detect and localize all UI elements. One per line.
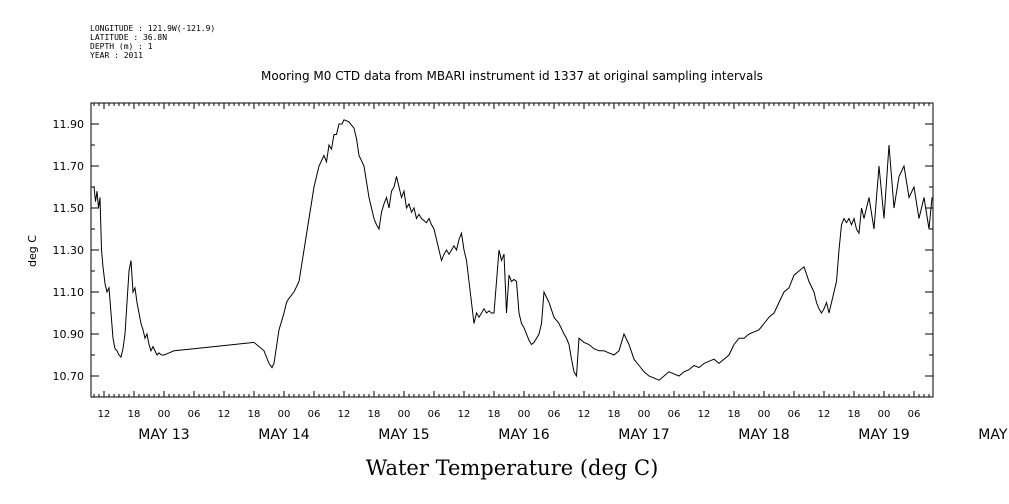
x-day-label: MAY 18: [738, 427, 789, 443]
chart-title: Mooring M0 CTD data from MBARI instrumen…: [261, 69, 763, 83]
x-hour-label: 00: [638, 409, 651, 420]
x-axis-ticks: [93, 103, 930, 397]
x-hour-label: 06: [188, 409, 201, 420]
x-hour-label: 18: [128, 409, 141, 420]
x-hour-label: 12: [698, 409, 711, 420]
y-axis-ticks: [91, 102, 933, 398]
y-tick-labels: 10.70 10.90 11.10 11.30 11.50 11.70 11.90: [53, 118, 85, 383]
y-tick-label: 11.90: [53, 118, 85, 131]
x-hour-label: 00: [278, 409, 291, 420]
x-hour-label: 00: [518, 409, 531, 420]
x-day-label: MAY 17: [618, 427, 669, 443]
latitude-label: LATITUDE : 36.8N: [90, 33, 167, 42]
x-hour-label: 00: [878, 409, 891, 420]
series-line-water-temperature: [93, 119, 933, 381]
x-hour-label: 06: [308, 409, 321, 420]
x-hour-label: 06: [548, 409, 561, 420]
x-hour-label: 06: [788, 409, 801, 420]
x-hour-label: 00: [158, 409, 171, 420]
x-hour-tick-labels: 12 18 00 06 12 18 00 06 12 18 00 06 12 18 00 06 12 18 00 06…: [98, 409, 921, 420]
y-tick-label: 11.30: [53, 244, 85, 257]
x-day-label: MAY 15: [378, 427, 429, 443]
year-label: YEAR : 2011: [90, 51, 143, 60]
x-hour-label: 06: [668, 409, 681, 420]
x-day-label: MAY 20: [978, 427, 1009, 443]
longitude-label: LONGITUDE : 121.9W(-121.9): [90, 24, 215, 33]
x-hour-label: 18: [488, 409, 501, 420]
x-hour-label: 18: [848, 409, 861, 420]
x-hour-label: 18: [728, 409, 741, 420]
x-hour-label: 18: [608, 409, 621, 420]
x-hour-label: 12: [578, 409, 591, 420]
x-hour-label: 06: [428, 409, 441, 420]
x-hour-label: 18: [248, 409, 261, 420]
x-hour-label: 12: [338, 409, 351, 420]
x-hour-label: 00: [398, 409, 411, 420]
x-hour-label: 12: [218, 409, 231, 420]
plot-frame: [90, 102, 934, 398]
y-tick-label: 11.70: [53, 160, 85, 173]
x-hour-label: 18: [368, 409, 381, 420]
y-tick-label: 10.90: [53, 328, 85, 341]
y-tick-label: 11.10: [53, 286, 85, 299]
x-day-label: MAY 13: [138, 427, 189, 443]
x-hour-label: 06: [908, 409, 921, 420]
x-axis-label: Water Temperature (deg C): [366, 456, 659, 480]
y-tick-label: 10.70: [53, 370, 85, 383]
y-tick-label: 11.50: [53, 202, 85, 215]
x-hour-label: 12: [458, 409, 471, 420]
x-hour-label: 12: [818, 409, 831, 420]
y-axis-label: deg C: [26, 235, 39, 267]
depth-label: DEPTH (m) : 1: [90, 42, 153, 51]
x-day-label: MAY 16: [498, 427, 549, 443]
x-day-labels: MAY 13 MAY 14 MAY 15 MAY 16 MAY 17 MAY 18 MAY …: [138, 427, 1009, 443]
x-hour-label: 00: [758, 409, 771, 420]
x-day-label: MAY 14: [258, 427, 309, 443]
x-hour-label: 12: [98, 409, 111, 420]
x-day-label: MAY 19: [858, 427, 909, 443]
